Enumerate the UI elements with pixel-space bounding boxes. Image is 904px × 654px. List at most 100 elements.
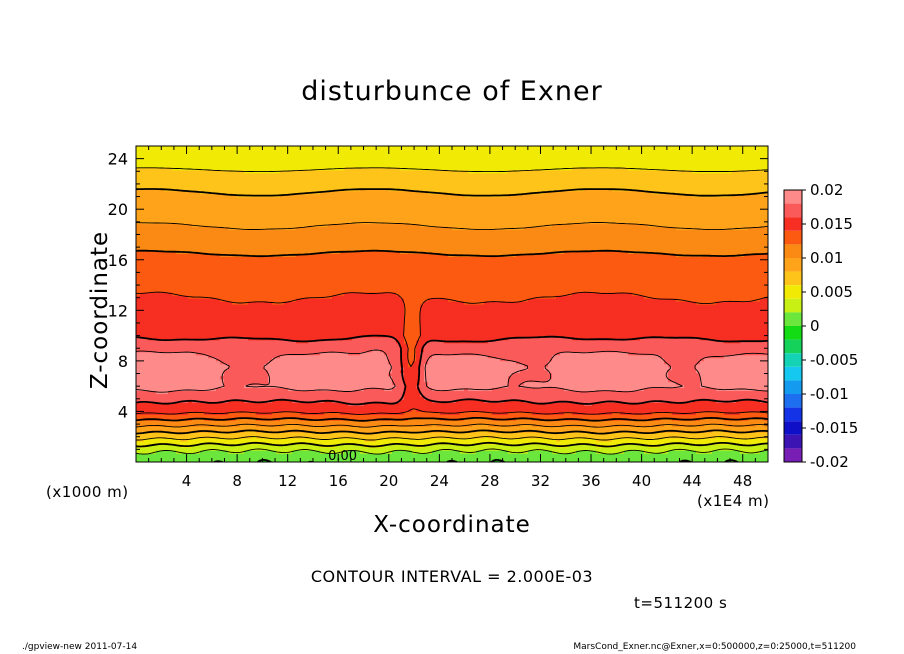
- contour-cell: [140, 420, 145, 424]
- contour-cell: [168, 405, 173, 409]
- contour-cell: [144, 309, 149, 314]
- contour-cell: [164, 393, 169, 398]
- contour-cell: [168, 441, 173, 445]
- contour-cell: [140, 304, 145, 308]
- contour-cell: [140, 226, 145, 231]
- contour-cell: [152, 402, 157, 406]
- contour-cell: [152, 217, 157, 222]
- contour-cell: [164, 366, 169, 371]
- contour-cell: [144, 196, 149, 201]
- contour-cell: [136, 387, 141, 392]
- contour-cell: [140, 280, 145, 284]
- contour-cell: [164, 372, 169, 377]
- contour-cell: [160, 295, 165, 299]
- contour-cell: [164, 321, 169, 326]
- contour-cell: [160, 306, 165, 311]
- contour-cell: [168, 148, 173, 153]
- contour-cell: [168, 154, 173, 159]
- contour-cell: [164, 396, 169, 400]
- contour-cell: [164, 363, 169, 368]
- contour-cell: [160, 315, 165, 320]
- contour-cell: [144, 423, 149, 427]
- contour-cell: [168, 247, 173, 251]
- contour-cell: [196, 146, 201, 150]
- contour-cell: [148, 405, 153, 409]
- contour-cell: [152, 274, 157, 278]
- contour-cell: [156, 226, 161, 231]
- contour-cell: [144, 318, 149, 323]
- contour-cell: [168, 178, 173, 183]
- contour-cell: [160, 348, 165, 353]
- contour-cell: [164, 456, 169, 460]
- contour-cell: [144, 330, 149, 335]
- contour-cell: [136, 298, 141, 302]
- contour-cell: [148, 220, 153, 225]
- contour-cell: [152, 366, 157, 371]
- contour-cell: [164, 306, 169, 311]
- contour-cell: [164, 420, 169, 424]
- contour-cell: [160, 208, 165, 213]
- contour-cell: [148, 351, 153, 356]
- contour-cell: [148, 244, 153, 248]
- contour-cell: [164, 435, 169, 439]
- contour-cell: [164, 232, 169, 237]
- contour-cell: [144, 420, 149, 424]
- contour-cell: [168, 259, 173, 263]
- contour-cell: [144, 450, 149, 454]
- contour-cell: [140, 256, 145, 260]
- contour-cell: [144, 268, 149, 272]
- contour-cell: [160, 286, 165, 290]
- contour-cell: [144, 295, 149, 299]
- contour-cell: [164, 202, 169, 207]
- contour-cell: [168, 417, 173, 421]
- contour-cell: [140, 163, 145, 168]
- contour-cell: [152, 241, 157, 245]
- contour-cell: [136, 247, 141, 251]
- contour-cell: [156, 327, 161, 332]
- contour-cell: [168, 274, 173, 278]
- contour-cell: [136, 336, 141, 341]
- contour-cell: [152, 384, 157, 389]
- contour-cell: [152, 345, 157, 350]
- contour-cell: [136, 259, 141, 263]
- contour-cell: [140, 348, 145, 353]
- contour-cell: [160, 235, 165, 240]
- contour-cell: [144, 256, 149, 260]
- contour-cell: [136, 423, 141, 427]
- contour-cell: [144, 306, 149, 311]
- contour-cell: [164, 238, 169, 242]
- contour-cell: [160, 333, 165, 338]
- contour-cell: [140, 169, 145, 174]
- contour-cell: [164, 342, 169, 347]
- contour-cell: [148, 259, 153, 263]
- contour-cell: [156, 238, 161, 242]
- contour-cell: [212, 146, 217, 150]
- contour-cell: [136, 226, 141, 231]
- contour-cell: [156, 396, 161, 400]
- contour-cell: [156, 172, 161, 177]
- contour-cell: [152, 226, 157, 231]
- contour-cell: [144, 357, 149, 362]
- contour-cell: [136, 354, 141, 359]
- contour-cell: [168, 318, 173, 323]
- contour-cell: [144, 321, 149, 326]
- contour-cell: [152, 271, 157, 275]
- contour-cell: [160, 292, 165, 296]
- contour-cell: [136, 154, 141, 159]
- contour-cell: [140, 366, 145, 371]
- contour-cell: [160, 217, 165, 222]
- contour-cell: [160, 148, 165, 153]
- contour-cell: [140, 271, 145, 275]
- contour-cell: [252, 146, 257, 150]
- contour-cell: [160, 238, 165, 242]
- contour-cell: [152, 184, 157, 189]
- contour-cell: [160, 438, 165, 442]
- contour-cell: [160, 399, 165, 403]
- contour-cell: [136, 146, 141, 150]
- contour-cell: [168, 157, 173, 162]
- contour-cell: [148, 333, 153, 338]
- contour-cell: [160, 342, 165, 347]
- contour-cell: [140, 309, 145, 314]
- contour-cell: [136, 348, 141, 353]
- contour-cell: [168, 146, 173, 150]
